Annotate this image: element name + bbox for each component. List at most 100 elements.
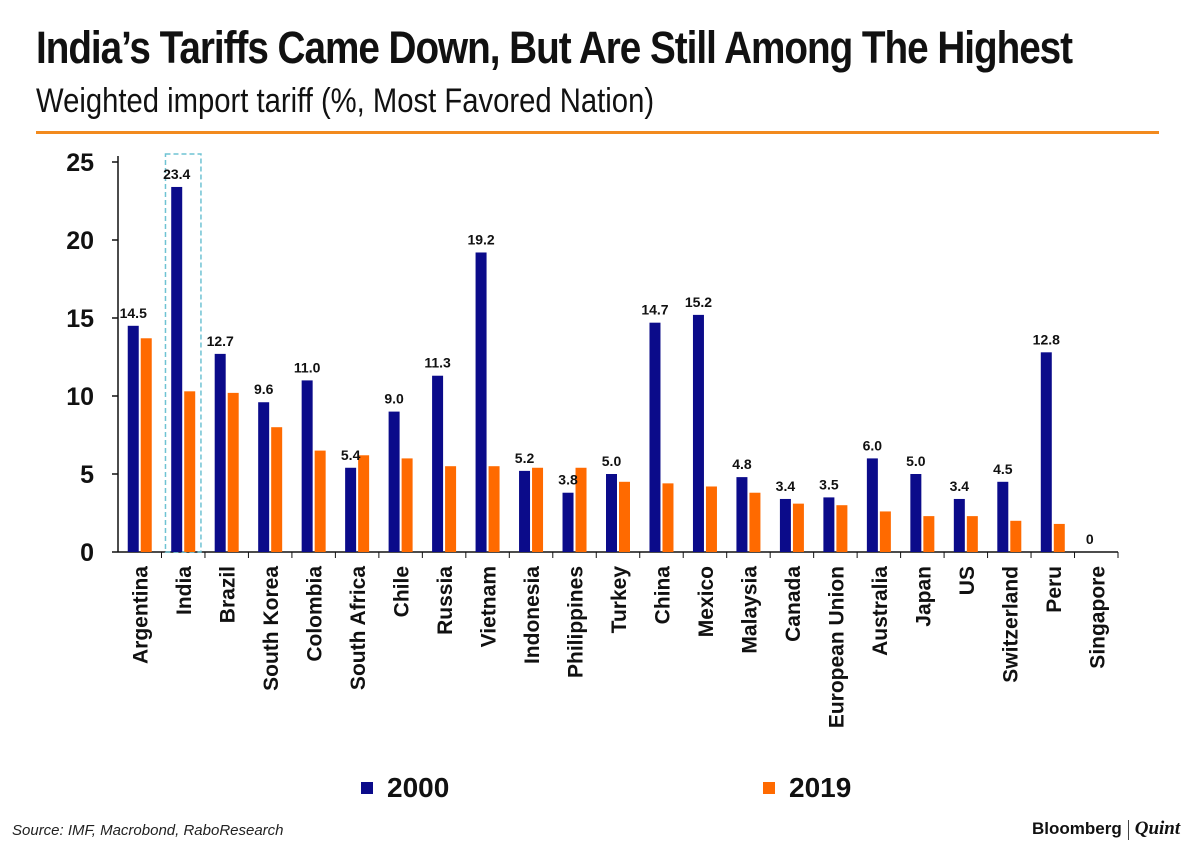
x-tick-label-india: India — [173, 566, 196, 615]
bar-2000-colombia — [302, 380, 313, 552]
bar-2019-argentina — [141, 338, 152, 552]
bar-2019-brazil — [228, 393, 239, 552]
bar-2019-australia — [880, 511, 891, 552]
bar-2000-switzerland — [997, 482, 1008, 552]
data-label-2000-vietnam: 19.2 — [467, 231, 494, 247]
bar-2000-us — [954, 499, 965, 552]
bar-2000-south-africa — [345, 468, 356, 552]
bar-2019-south-africa — [358, 455, 369, 552]
bar-2019-peru — [1054, 524, 1065, 552]
brand-logo: Bloomberg Quint — [1032, 818, 1180, 840]
bar-2000-australia — [867, 458, 878, 552]
legend-item-2019: 2019 — [763, 772, 851, 804]
bar-2019-canada — [793, 504, 804, 552]
bar-2000-russia — [432, 376, 443, 552]
bar-2000-chile — [389, 412, 400, 552]
bar-2019-colombia — [315, 451, 326, 552]
bar-2019-russia — [445, 466, 456, 552]
data-label-2000-south-korea: 9.6 — [254, 381, 274, 397]
data-label-2000-brazil: 12.7 — [207, 333, 234, 349]
bar-2019-malaysia — [749, 493, 760, 552]
x-tick-label-singapore: Singapore — [1086, 566, 1109, 669]
bar-2019-south-korea — [271, 427, 282, 552]
x-tick-label-chile: Chile — [391, 566, 414, 617]
legend-label-2000: 2000 — [387, 772, 449, 804]
bar-2019-european-union — [836, 505, 847, 552]
bar-2000-japan — [910, 474, 921, 552]
data-label-2000-russia: 11.3 — [424, 355, 451, 371]
bar-2019-chile — [402, 458, 413, 552]
bar-2019-vietnam — [489, 466, 500, 552]
data-label-2000-singapore: 0 — [1086, 531, 1094, 547]
bar-2019-mexico — [706, 486, 717, 552]
bar-2000-argentina — [128, 326, 139, 552]
bar-chart: 051015202514.5Argentina23.4India12.7Braz… — [0, 0, 1200, 850]
data-label-2000-mexico: 15.2 — [685, 294, 712, 310]
x-tick-label-south-korea: South Korea — [260, 566, 283, 691]
bar-2000-philippines — [563, 493, 574, 552]
x-tick-label-switzerland: Switzerland — [999, 566, 1022, 683]
legend-swatch-2000 — [361, 782, 373, 794]
x-tick-label-vietnam: Vietnam — [478, 566, 501, 647]
bar-2000-european-union — [823, 497, 834, 552]
bar-2000-canada — [780, 499, 791, 552]
brand-bloomberg: Bloomberg — [1032, 819, 1122, 838]
x-tick-label-canada: Canada — [782, 566, 805, 642]
data-label-2000-canada: 3.4 — [776, 478, 796, 494]
bar-2000-turkey — [606, 474, 617, 552]
data-label-2000-argentina: 14.5 — [120, 305, 147, 321]
bar-2019-china — [662, 483, 673, 552]
bar-2019-japan — [923, 516, 934, 552]
bar-2000-indonesia — [519, 471, 530, 552]
bar-2019-india — [184, 391, 195, 552]
data-label-2000-philippines: 3.8 — [558, 472, 578, 488]
bar-2019-indonesia — [532, 468, 543, 552]
bar-2000-peru — [1041, 352, 1052, 552]
bar-2000-vietnam — [476, 252, 487, 552]
x-tick-label-european-union: European Union — [825, 566, 848, 728]
data-label-2000-australia: 6.0 — [863, 437, 883, 453]
y-tick-label: 10 — [66, 383, 94, 411]
x-tick-label-turkey: Turkey — [608, 566, 631, 634]
data-label-2000-peru: 12.8 — [1033, 331, 1060, 347]
x-tick-label-brazil: Brazil — [217, 566, 240, 623]
y-tick-label: 20 — [66, 227, 94, 255]
legend-swatch-2019 — [763, 782, 775, 794]
data-label-2000-india: 23.4 — [163, 166, 190, 182]
legend-item-2000: 2000 — [361, 772, 449, 804]
data-label-2000-colombia: 11.0 — [294, 359, 321, 375]
data-label-2000-chile: 9.0 — [384, 391, 404, 407]
x-tick-label-japan: Japan — [912, 566, 935, 627]
y-tick-label: 25 — [66, 149, 94, 177]
y-tick-label: 15 — [66, 305, 94, 333]
x-tick-label-indonesia: Indonesia — [521, 566, 544, 664]
bar-2000-brazil — [215, 354, 226, 552]
x-tick-label-argentina: Argentina — [130, 566, 153, 664]
data-label-2000-european-union: 3.5 — [819, 476, 839, 492]
bar-2019-switzerland — [1010, 521, 1021, 552]
bar-2019-us — [967, 516, 978, 552]
data-label-2000-south-africa: 5.4 — [341, 447, 361, 463]
bar-2000-mexico — [693, 315, 704, 552]
x-tick-label-malaysia: Malaysia — [738, 566, 761, 654]
data-label-2000-malaysia: 4.8 — [732, 456, 752, 472]
data-label-2000-indonesia: 5.2 — [515, 450, 535, 466]
bar-2000-south-korea — [258, 402, 269, 552]
brand-quint: Quint — [1135, 818, 1180, 839]
data-label-2000-switzerland: 4.5 — [993, 461, 1013, 477]
bar-2000-india — [171, 187, 182, 552]
data-label-2000-us: 3.4 — [950, 478, 970, 494]
x-tick-label-philippines: Philippines — [565, 566, 588, 678]
x-tick-label-us: US — [956, 566, 979, 595]
bar-2000-china — [649, 323, 660, 552]
source-note: Source: IMF, Macrobond, RaboResearch — [12, 822, 284, 839]
data-label-2000-china: 14.7 — [641, 302, 668, 318]
y-tick-label: 0 — [80, 539, 94, 567]
x-tick-label-russia: Russia — [434, 566, 457, 635]
x-tick-label-china: China — [651, 566, 674, 625]
legend-label-2019: 2019 — [789, 772, 851, 804]
x-tick-label-south-africa: South Africa — [347, 566, 370, 690]
data-label-2000-japan: 5.0 — [906, 453, 926, 469]
data-label-2000-turkey: 5.0 — [602, 453, 622, 469]
x-tick-label-colombia: Colombia — [304, 566, 327, 662]
